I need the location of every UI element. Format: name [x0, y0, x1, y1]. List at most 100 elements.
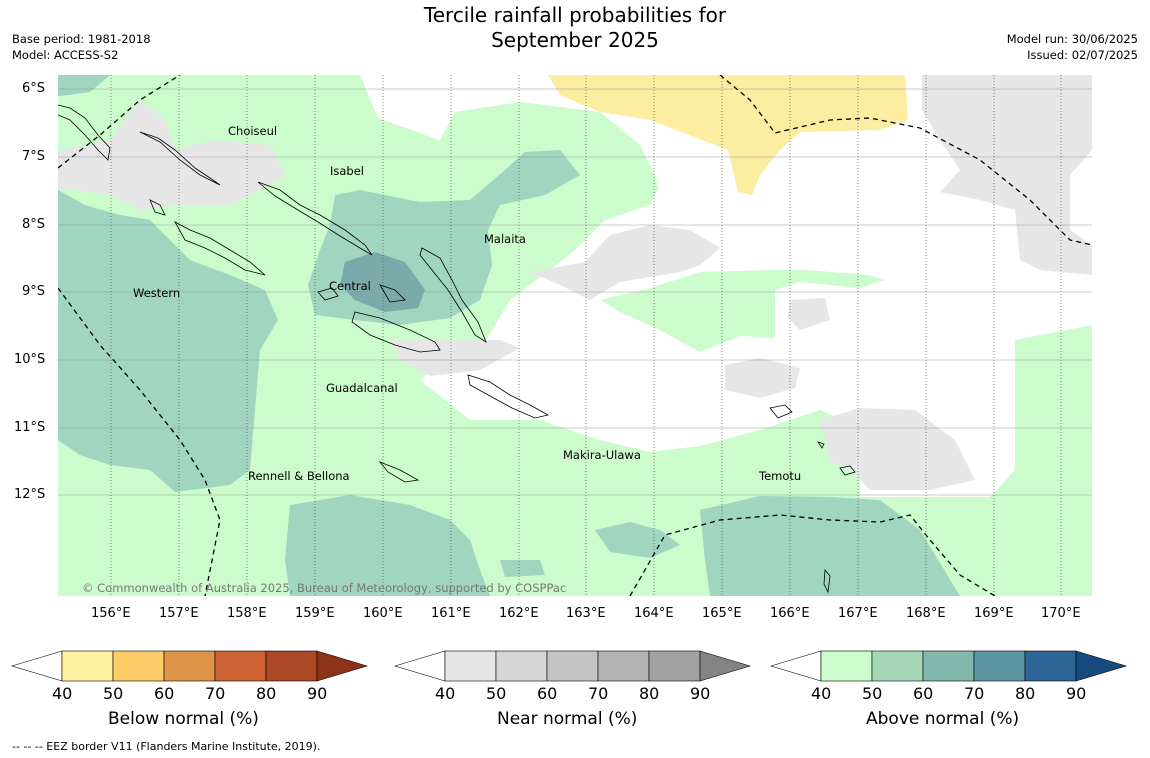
- lat-label-11s: 11°S: [14, 420, 46, 435]
- region-label-makira: Makira-Ulawa: [563, 448, 641, 462]
- lon-label-164e: 164°E: [634, 606, 674, 621]
- above-swatch-50: [871, 650, 924, 682]
- meta-right: Model run: 30/06/2025 Issued: 02/07/2025: [1007, 31, 1138, 63]
- eez-border: [58, 75, 1092, 596]
- below-tick-90: 90: [307, 684, 328, 703]
- lon-label-159e: 159°E: [295, 606, 335, 621]
- title-line-1: Tercile rainfall probabilities for: [423, 3, 727, 27]
- florida-coast: [379, 284, 406, 303]
- santa-cruz-coast: [769, 404, 793, 419]
- near-40-patch-6: [820, 408, 975, 490]
- near-40-patch-2: [530, 225, 720, 300]
- below-swatch-70: [214, 650, 267, 682]
- below-swatch-40: [61, 650, 114, 682]
- region-label-isabel: Isabel: [330, 164, 365, 178]
- model-name: Model: ACCESS-S2: [12, 48, 119, 62]
- above-swatch-40: [820, 650, 873, 682]
- copyright-notice: © Commonwealth of Australia 2025, Bureau…: [82, 581, 567, 595]
- lat-label-8s: 8°S: [22, 217, 46, 232]
- lon-label-166e: 166°E: [770, 606, 810, 621]
- lat-label-7s: 7°S: [22, 149, 46, 164]
- malaita-coast: [419, 247, 487, 344]
- temotu-island-2: [817, 441, 825, 449]
- near-tick-80: 80: [639, 684, 660, 703]
- below-extend-low: [10, 650, 63, 682]
- region-label-choiseul: Choiseul: [228, 124, 278, 138]
- lat-label-6s: 6°S: [22, 81, 46, 96]
- lat-label-10s: 10°S: [14, 352, 46, 367]
- above-extend-high: [1075, 650, 1128, 682]
- lon-label-165e: 165°E: [702, 606, 742, 621]
- above-60-central: [340, 252, 425, 312]
- near-tick-90: 90: [690, 684, 711, 703]
- above-tick-90: 90: [1066, 684, 1087, 703]
- lon-label-167e: 167°E: [838, 606, 878, 621]
- lon-label-160e: 160°E: [363, 606, 403, 621]
- above-swatch-70: [973, 650, 1026, 682]
- below-40-patch: [548, 75, 908, 195]
- colorbar-near: [393, 650, 752, 682]
- region-label-western: Western: [133, 286, 181, 300]
- region-label-rennell: Rennell & Bellona: [248, 469, 350, 483]
- temotu-island-1: [839, 465, 856, 476]
- issued-date: Issued: 02/07/2025: [1027, 48, 1138, 62]
- above-normal-title: Above normal (%): [866, 709, 1020, 729]
- coastlines: [58, 104, 856, 594]
- below-tick-40: 40: [52, 684, 73, 703]
- region-label-central: Central: [329, 279, 371, 293]
- above-50-south-3: [700, 496, 960, 596]
- above-swatch-60: [922, 650, 975, 682]
- near-extend-low: [393, 650, 446, 682]
- above-40-east: [600, 270, 910, 352]
- above-50-south-1: [285, 495, 490, 596]
- colorbars: [10, 650, 1128, 682]
- above-tick-70: 70: [964, 684, 985, 703]
- region-label-temotu: Temotu: [759, 469, 802, 483]
- above-50-west: [58, 190, 278, 492]
- vella-coast: [149, 199, 166, 216]
- below-tick-50: 50: [103, 684, 124, 703]
- above-50-northwest: [58, 75, 110, 96]
- near-tick-40: 40: [435, 684, 456, 703]
- near-tick-70: 70: [588, 684, 609, 703]
- near-40-patch-4: [725, 358, 800, 398]
- guadalcanal-coast: [351, 311, 441, 353]
- near-tick-60: 60: [537, 684, 558, 703]
- below-tick-80: 80: [256, 684, 277, 703]
- below-swatch-80: [265, 650, 318, 682]
- central-coast: [317, 287, 339, 301]
- near-swatch-50: [495, 650, 548, 682]
- near-40-patch-1: [58, 100, 285, 210]
- lon-label-161e: 161°E: [431, 606, 471, 621]
- below-tick-60: 60: [154, 684, 175, 703]
- lon-label-157e: 157°E: [159, 606, 199, 621]
- near-swatch-40: [444, 650, 497, 682]
- near-40-patch-3: [390, 340, 520, 376]
- choiseul-coast: [139, 131, 221, 186]
- above-50-south-4: [500, 560, 545, 577]
- eez-footnote: -- -- -- EEZ border V11 (Flanders Marine…: [12, 740, 321, 753]
- near-tick-50: 50: [486, 684, 507, 703]
- region-label-guadalcanal: Guadalcanal: [326, 381, 398, 395]
- near-swatch-60: [546, 650, 599, 682]
- isabel-coast: [257, 181, 373, 256]
- rennell-coast: [378, 461, 420, 483]
- title-line-2: September 2025: [491, 28, 659, 52]
- model-run: Model run: 30/06/2025: [1006, 32, 1138, 46]
- above-tick-80: 80: [1015, 684, 1036, 703]
- near-40-patch-5: [788, 298, 830, 330]
- lon-label-163e: 163°E: [566, 606, 606, 621]
- map-title: Tercile rainfall probabilities for Septe…: [0, 3, 1150, 53]
- above-40-west: [58, 75, 1092, 596]
- above-50-south-2: [595, 522, 680, 558]
- meta-left: Base period: 1981-2018 Model: ACCESS-S2: [12, 31, 151, 63]
- above-extend-low: [769, 650, 822, 682]
- near-normal-title: Near normal (%): [497, 709, 638, 729]
- above-swatch-80: [1024, 650, 1077, 682]
- near-swatch-80: [648, 650, 701, 682]
- new-georgia-coast: [173, 221, 266, 276]
- above-tick-50: 50: [862, 684, 883, 703]
- lon-label-156e: 156°E: [91, 606, 131, 621]
- below-swatch-60: [163, 650, 216, 682]
